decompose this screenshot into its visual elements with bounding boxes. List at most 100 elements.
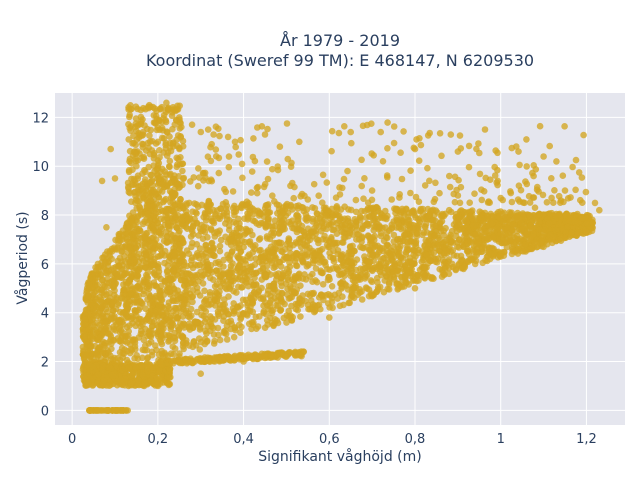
data-point bbox=[204, 207, 212, 215]
data-point bbox=[94, 281, 101, 289]
data-point bbox=[323, 179, 331, 186]
data-point bbox=[206, 318, 213, 326]
data-point bbox=[527, 222, 534, 229]
data-point bbox=[381, 277, 389, 284]
data-point bbox=[212, 302, 219, 309]
data-point bbox=[265, 209, 272, 217]
data-point bbox=[564, 223, 571, 230]
data-point bbox=[361, 275, 369, 282]
data-point bbox=[376, 224, 383, 232]
data-point bbox=[263, 235, 271, 242]
data-point bbox=[196, 292, 204, 299]
data-point bbox=[589, 219, 596, 227]
data-point bbox=[263, 271, 270, 279]
data-point bbox=[238, 160, 246, 168]
data-point bbox=[158, 249, 166, 257]
data-point bbox=[169, 321, 177, 329]
data-point bbox=[203, 338, 211, 346]
data-point bbox=[434, 242, 442, 249]
data-point bbox=[153, 200, 161, 207]
data-point bbox=[170, 245, 177, 252]
data-point bbox=[134, 376, 142, 384]
data-point bbox=[270, 282, 278, 290]
data-point bbox=[275, 293, 282, 300]
data-point bbox=[158, 332, 165, 340]
data-point bbox=[516, 235, 524, 243]
data-point bbox=[336, 191, 344, 198]
data-point bbox=[236, 269, 243, 277]
data-point bbox=[481, 126, 489, 133]
data-point bbox=[522, 241, 529, 248]
data-point bbox=[502, 235, 509, 243]
data-point bbox=[238, 323, 245, 331]
data-point bbox=[518, 219, 525, 227]
data-point bbox=[231, 308, 238, 315]
data-point bbox=[359, 225, 366, 232]
data-point bbox=[396, 245, 403, 252]
data-point bbox=[94, 371, 102, 378]
data-point bbox=[139, 187, 147, 194]
data-point bbox=[383, 229, 391, 236]
data-point bbox=[309, 301, 317, 308]
data-point bbox=[198, 338, 205, 346]
data-point bbox=[541, 226, 549, 234]
data-point bbox=[259, 295, 267, 303]
data-point bbox=[526, 211, 533, 219]
data-point bbox=[221, 296, 228, 303]
data-point bbox=[396, 194, 403, 201]
data-point bbox=[530, 230, 537, 238]
data-point bbox=[457, 252, 465, 260]
data-point bbox=[366, 205, 374, 212]
data-point bbox=[472, 230, 479, 238]
data-point bbox=[229, 260, 236, 267]
data-point bbox=[141, 346, 148, 354]
data-point bbox=[292, 275, 299, 282]
data-point bbox=[109, 299, 116, 307]
data-point bbox=[89, 332, 96, 340]
data-point bbox=[98, 289, 106, 297]
data-point bbox=[204, 234, 211, 241]
data-point bbox=[164, 262, 171, 269]
data-point bbox=[275, 229, 283, 237]
data-point bbox=[401, 237, 408, 245]
data-point bbox=[288, 254, 296, 262]
data-point bbox=[241, 278, 249, 285]
data-point bbox=[497, 230, 504, 237]
data-point bbox=[423, 251, 430, 259]
data-point bbox=[259, 253, 267, 261]
data-point bbox=[179, 181, 186, 189]
data-point bbox=[247, 254, 254, 262]
data-point bbox=[390, 231, 398, 239]
data-point bbox=[516, 161, 523, 169]
data-point bbox=[215, 331, 222, 339]
data-point bbox=[279, 204, 287, 211]
data-point bbox=[352, 196, 360, 204]
data-point bbox=[283, 265, 291, 273]
data-point bbox=[264, 321, 272, 328]
data-point bbox=[222, 330, 230, 338]
data-point bbox=[95, 345, 103, 352]
data-point bbox=[260, 308, 268, 315]
data-point bbox=[402, 229, 410, 237]
data-point bbox=[126, 212, 133, 220]
data-point bbox=[179, 272, 186, 280]
data-point bbox=[372, 243, 379, 250]
data-point bbox=[113, 294, 120, 301]
data-point bbox=[251, 288, 258, 296]
data-point bbox=[216, 247, 224, 255]
data-point bbox=[478, 196, 486, 204]
data-point bbox=[145, 163, 152, 171]
data-point bbox=[193, 210, 200, 217]
data-point bbox=[162, 141, 169, 149]
data-point bbox=[519, 210, 527, 217]
data-point bbox=[430, 249, 438, 256]
data-point bbox=[377, 265, 384, 273]
data-point bbox=[292, 250, 300, 257]
data-point bbox=[220, 305, 228, 313]
data-point bbox=[137, 113, 145, 121]
data-point bbox=[167, 170, 174, 178]
data-point bbox=[141, 218, 148, 225]
data-point bbox=[125, 328, 132, 335]
data-point bbox=[220, 317, 227, 325]
